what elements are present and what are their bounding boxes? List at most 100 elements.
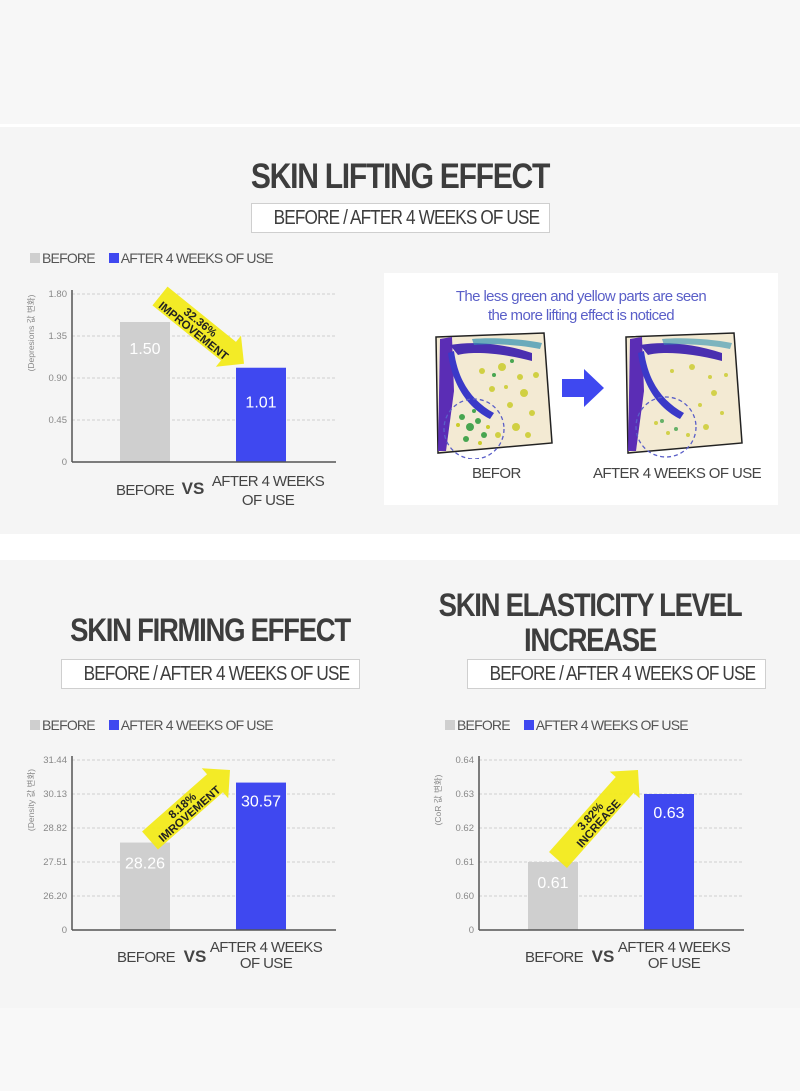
arrow-shape-group: 3.82%INCREASE: [549, 769, 640, 868]
x-label-vs: VS: [592, 947, 615, 966]
lifting-photo-panel: The less green and yellow parts are seen…: [384, 273, 778, 505]
legend-swatch-before: [30, 253, 40, 263]
right-arrow-icon: [562, 369, 604, 407]
x-label-before: BEFORE: [525, 949, 584, 966]
x-label-vs: VS: [182, 479, 205, 498]
elasticity-chart: (CoR 값 변화) 0 0.60 0.61 0.62 0.63 0.64 3.82%INCR…: [433, 755, 744, 972]
elasticity-legend: BEFORE AFTER 4 WEEKS OF USE: [445, 717, 702, 733]
legend-swatch-after: [523, 720, 534, 730]
firming-subtitle: BEFORE / AFTER 4 WEEKS OF USE: [61, 659, 360, 689]
legend-label-before: BEFORE: [42, 250, 96, 266]
legend-item-before: BEFORE: [30, 717, 96, 733]
top-blank-area: [0, 0, 800, 124]
value-label-after: 0.63: [653, 805, 684, 822]
elasticity-title-line1: SKIN ELASTICITY LEVEL: [438, 587, 743, 623]
y-tick-label: 30.13: [43, 789, 67, 800]
y-tick-label: 31.44: [43, 755, 67, 766]
lifting-subtitle-text: BEFORE / AFTER 4 WEEKS OF USE: [273, 207, 540, 229]
legend-item-before: BEFORE: [30, 250, 96, 266]
bar-after: [644, 794, 694, 930]
legend-item-after: AFTER 4 WEEKS OF USE: [108, 250, 274, 266]
x-label-after-line2: OF USE: [648, 955, 701, 972]
photo-caption-line2: the more lifting effect is noticed: [487, 307, 675, 324]
firming-elasticity-section: [0, 560, 800, 1008]
x-label-after-line1: AFTER 4 WEEKS: [212, 473, 325, 490]
legend-swatch-before: [30, 720, 40, 730]
firming-legend: BEFORE AFTER 4 WEEKS OF USE: [30, 717, 287, 733]
photo-caption: The less green and yellow parts are seen…: [384, 287, 778, 325]
legend-item-after: AFTER 4 WEEKS OF USE: [108, 717, 274, 733]
legend-swatch-before: [445, 720, 455, 730]
legend-label-after: AFTER 4 WEEKS OF USE: [120, 717, 274, 733]
lifting-title: SKIN LIFTING EFFECT: [250, 157, 551, 196]
lifting-subtitle: BEFORE / AFTER 4 WEEKS OF USE: [251, 203, 550, 233]
x-label-after-line1: AFTER 4 WEEKS: [210, 939, 323, 956]
value-label-after: 30.57: [241, 794, 281, 811]
y-tick-label: 1.35: [49, 331, 68, 342]
y-tick-label: 0.64: [456, 755, 475, 766]
x-label-vs: VS: [184, 947, 207, 966]
legend-label-before: BEFORE: [42, 717, 96, 733]
legend-swatch-after: [108, 253, 119, 263]
elasticity-subtitle: BEFORE / AFTER 4 WEEKS OF USE: [467, 659, 766, 689]
elasticity-title-line2: INCREASE: [524, 621, 657, 658]
x-label-before: BEFORE: [116, 482, 175, 499]
value-label-before: 0.61: [537, 875, 568, 892]
y-tick-label: 1.80: [49, 289, 68, 300]
y-axis-title: (Depresions 값 변화): [26, 294, 36, 371]
y-tick-label: 27.51: [43, 857, 67, 868]
x-label-after-line1: AFTER 4 WEEKS: [618, 939, 731, 956]
y-tick-label: 28.82: [43, 823, 67, 834]
y-tick-label: 0.61: [456, 857, 475, 868]
y-axis-title: (CoR 값 변화): [433, 774, 443, 825]
legend-label-before: BEFORE: [457, 717, 511, 733]
x-label-after-line2: OF USE: [242, 492, 295, 509]
y-tick-label: 0.60: [456, 891, 475, 902]
x-label-after-line2: OF USE: [240, 955, 293, 972]
photo-caption-line1: The less green and yellow parts are seen: [455, 288, 707, 305]
yellow-arrow-icon: [142, 768, 230, 850]
firming-subtitle-text: BEFORE / AFTER 4 WEEKS OF USE: [83, 663, 350, 685]
value-label-after: 1.01: [245, 395, 276, 412]
divider: [0, 124, 800, 127]
legend-label-after: AFTER 4 WEEKS OF USE: [535, 717, 689, 733]
y-axis-title: (Density 값 변화): [26, 769, 36, 831]
bottom-blank-area: [0, 1008, 800, 1091]
legend-swatch-after: [108, 720, 119, 730]
bar-before: [528, 862, 578, 930]
photo-after-label: AFTER 4 WEEKS OF USE: [593, 465, 762, 482]
value-label-before: 1.50: [129, 341, 160, 358]
elasticity-title: SKIN ELASTICITY LEVEL INCREASE: [427, 588, 754, 657]
lifting-chart: (Depresions 값 변화)00.450.901.351.8032.36%…: [26, 286, 336, 509]
y-tick-label: 0.90: [49, 373, 68, 384]
firming-chart: (Density 값 변화) 0 26.20 27.51 28.82 30.13 31.44…: [26, 755, 336, 972]
bar-after: [236, 367, 286, 462]
face-scan-before-image: [435, 332, 553, 459]
bar-before: [120, 322, 170, 462]
face-scan-after-image: [625, 332, 743, 458]
improvement-arrow-annotation: 3.82%INCREASE: [549, 769, 640, 868]
y-tick-label: 0.62: [456, 823, 475, 834]
y-tick-label: 0: [62, 457, 67, 468]
bar-before: [120, 842, 170, 930]
y-tick-label: 0.45: [49, 415, 68, 426]
y-tick-label: 26.20: [43, 891, 67, 902]
arrow-shape-group: 8.18%IMROVEMENT: [142, 768, 230, 850]
photo-before-label: BEFOR: [472, 465, 521, 482]
x-label-before: BEFORE: [117, 949, 176, 966]
bar-after: [236, 782, 286, 930]
legend-item-before: BEFORE: [445, 717, 511, 733]
y-tick-label: 0: [62, 925, 67, 936]
value-label-before: 28.26: [125, 856, 165, 873]
improvement-arrow-annotation: 8.18%IMROVEMENT: [142, 768, 230, 850]
yellow-arrow-icon: [549, 769, 640, 868]
elasticity-subtitle-text: BEFORE / AFTER 4 WEEKS OF USE: [489, 663, 756, 685]
legend-item-after: AFTER 4 WEEKS OF USE: [523, 717, 689, 733]
y-tick-label: 0.63: [456, 789, 475, 800]
divider: [0, 534, 800, 560]
yellow-arrow-icon: [152, 286, 244, 367]
firming-title: SKIN FIRMING EFFECT: [70, 612, 351, 648]
lifting-legend: BEFORE AFTER 4 WEEKS OF USE: [30, 250, 287, 266]
y-tick-label: 0: [469, 925, 474, 936]
legend-label-after: AFTER 4 WEEKS OF USE: [120, 250, 274, 266]
